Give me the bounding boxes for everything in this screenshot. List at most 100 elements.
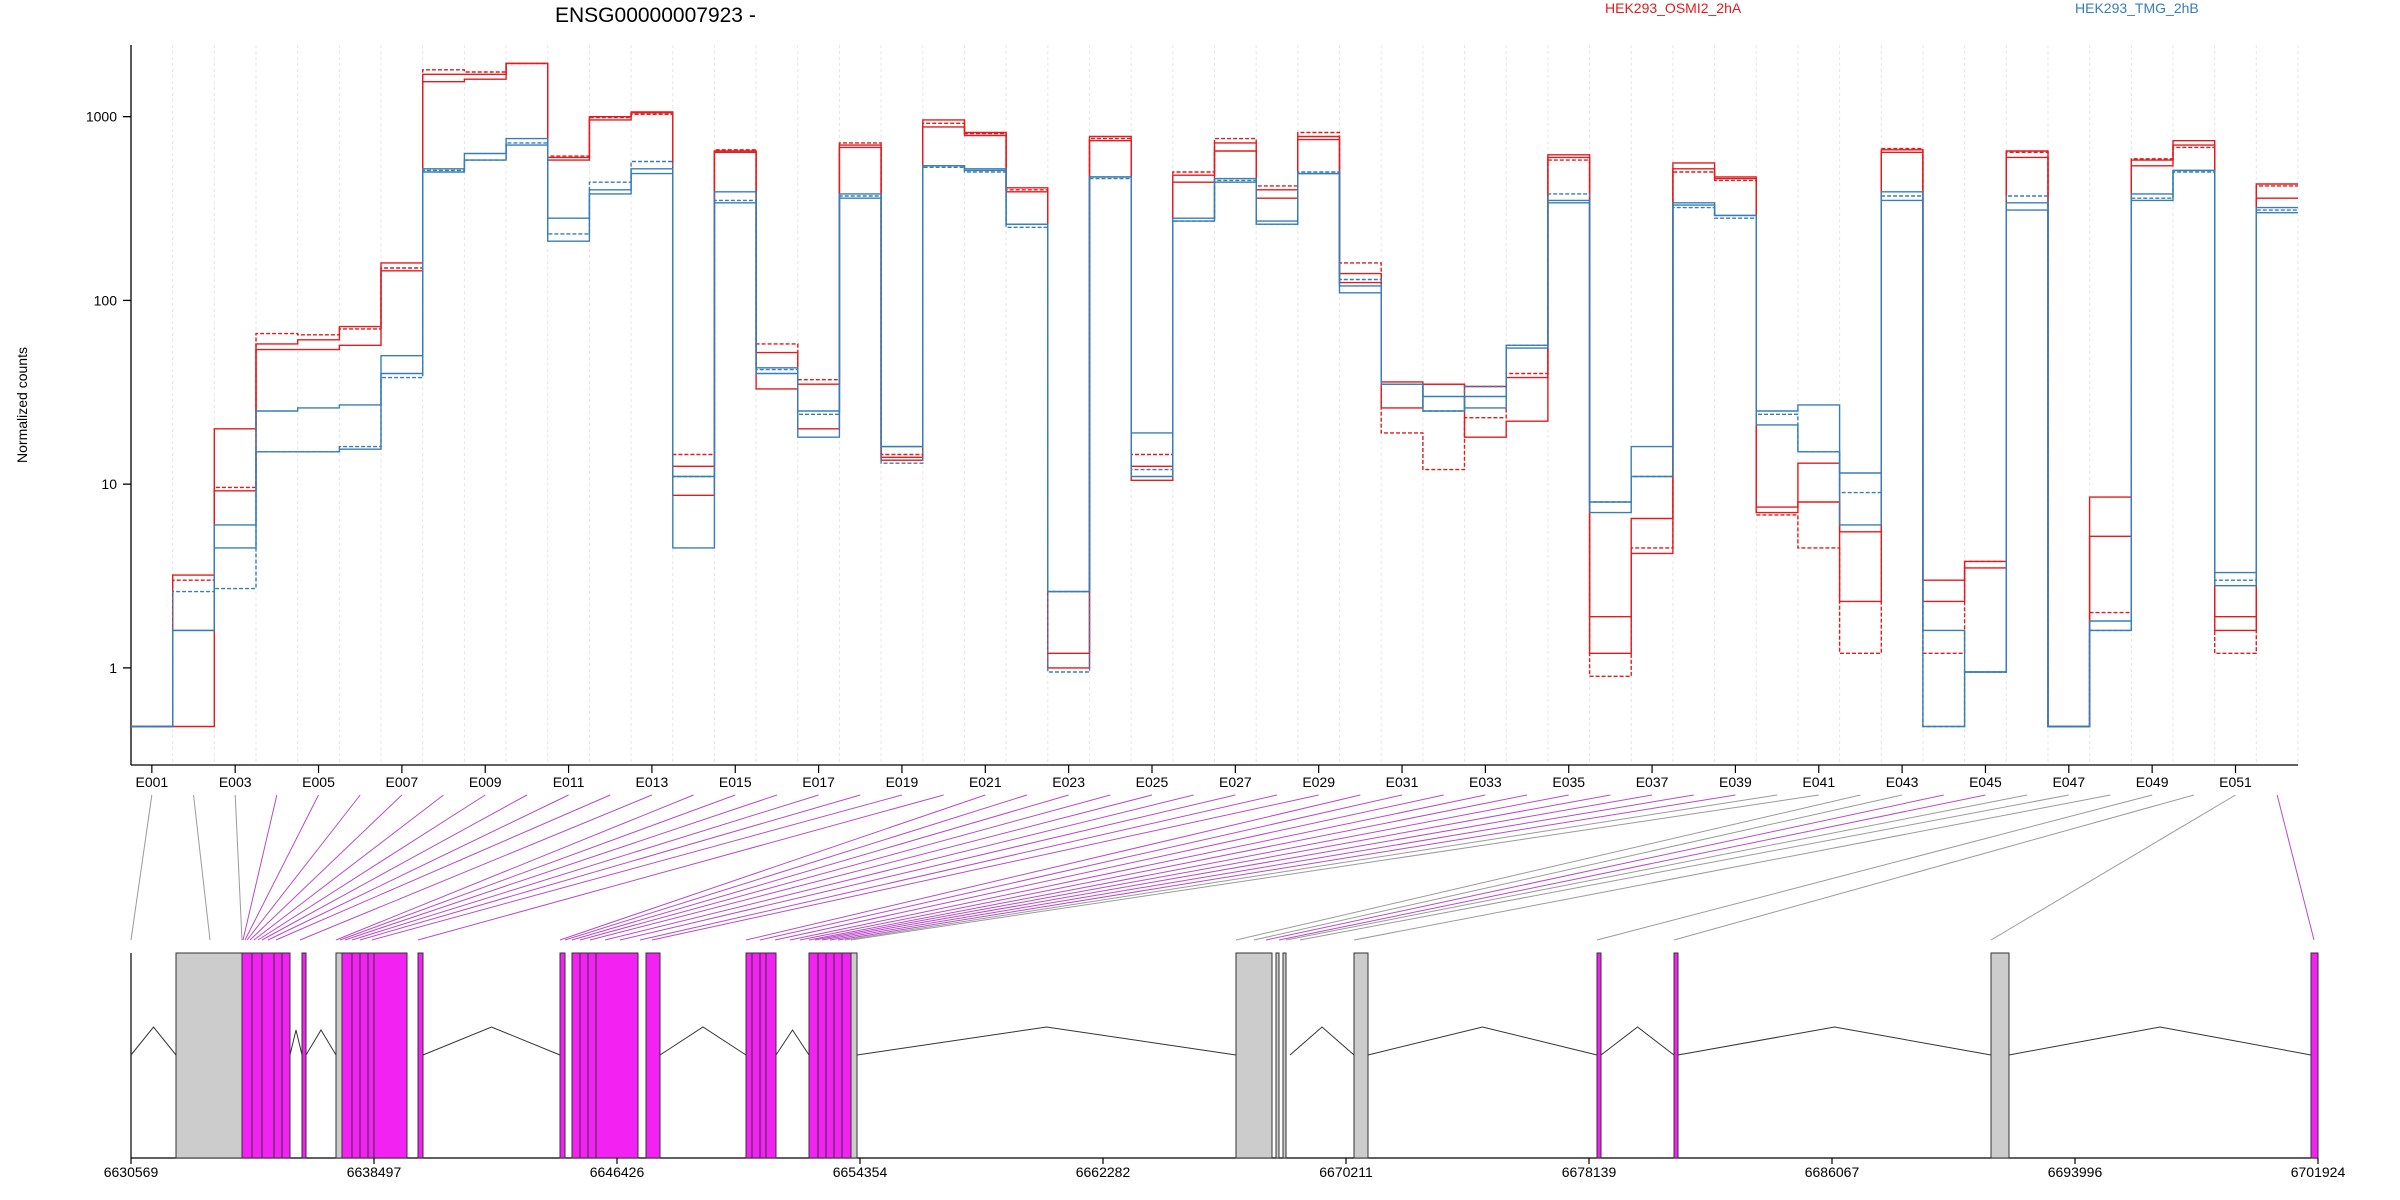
exon-connector [1673, 794, 2194, 941]
exon-connector [335, 794, 694, 941]
x-tick-label: E043 [1886, 774, 1919, 790]
x-tick-label: E023 [1052, 774, 1085, 790]
exon-connector [1990, 794, 2236, 941]
exon-connector [1278, 794, 1986, 941]
exon-connector [799, 794, 1528, 941]
x-tick-label: E045 [1969, 774, 2002, 790]
intron-line [1367, 1026, 1598, 1056]
exon-block [850, 952, 858, 1159]
exon-block [571, 952, 639, 1159]
exon-block [2310, 952, 2319, 1159]
exon-connector [829, 794, 1694, 941]
intron-line [1677, 1026, 1992, 1056]
intron-line [130, 1026, 177, 1056]
x-tick-label: E005 [302, 774, 335, 790]
exon-connector [242, 794, 278, 941]
intron-line [2008, 1026, 2312, 1056]
gene-model [130, 952, 2319, 1159]
x-tick-label: E035 [1552, 774, 1585, 790]
genome-tick-label: 6686067 [1805, 1164, 1860, 1180]
x-tick-label: E033 [1469, 774, 1502, 790]
exon-connector [130, 794, 153, 941]
intron-line [422, 1026, 561, 1056]
exon-connector [351, 794, 819, 941]
exon-connector [604, 794, 1194, 941]
x-tick-label: E019 [886, 774, 919, 790]
count-series [131, 62, 2298, 728]
exon-connector [344, 794, 778, 941]
x-tick-label: E013 [636, 774, 669, 790]
exon-connector [571, 794, 1069, 941]
exon-connector [850, 794, 1819, 941]
exon-connector [814, 794, 1611, 941]
genome-tick-label: 6646426 [590, 1164, 645, 1180]
intron-line [856, 1026, 1237, 1056]
exon-block [745, 952, 777, 1159]
exon-connector [275, 794, 611, 941]
intron-line [1289, 1026, 1355, 1056]
exon-connector [339, 794, 736, 941]
x-tick-label: E029 [1302, 774, 1335, 790]
exon-connector [371, 794, 903, 941]
y-axis-label: Normalized counts [14, 347, 30, 463]
exon-connector [257, 794, 486, 941]
exon-connector [246, 794, 361, 941]
y-tick-label: 1 [109, 660, 117, 676]
x-tick-label: E007 [386, 774, 419, 790]
x-tick-label: E021 [969, 774, 1002, 790]
x-tick-label: E011 [553, 774, 585, 790]
intron-line [289, 1029, 303, 1056]
exon-connector [359, 794, 861, 941]
exon-block [645, 952, 661, 1159]
exon-connector [821, 794, 1653, 941]
exon-connector [579, 794, 1111, 941]
chart-title: ENSG00000007923 - [555, 4, 756, 27]
exon-connector [589, 794, 1153, 941]
x-tick-label: E037 [1636, 774, 1669, 790]
exon-connector [789, 794, 1486, 941]
genome-tick-label: 6654354 [833, 1164, 888, 1180]
x-tick-label: E027 [1219, 774, 1252, 790]
exon-connector [837, 794, 1736, 941]
intron-line [305, 1029, 337, 1056]
exon-connector [234, 794, 243, 941]
exon-block [1235, 952, 1273, 1159]
exon-connector [619, 794, 1236, 941]
exon-block [1596, 952, 1602, 1159]
exon-block [1673, 952, 1679, 1159]
exon-block [1282, 952, 1287, 1159]
x-tick-label: E041 [1802, 774, 1835, 790]
exon-connector [759, 794, 1403, 941]
exon-connector [1235, 794, 1861, 941]
y-tick-label: 100 [94, 292, 118, 308]
exon-connector [244, 794, 319, 941]
exon-connector [639, 794, 1278, 941]
exon-connector [249, 794, 403, 941]
exon-connector [1596, 794, 2153, 941]
exon-connector [651, 794, 1319, 941]
y-tick-label: 10 [101, 476, 117, 492]
x-tick-label: E047 [2052, 774, 2085, 790]
exon-connector [559, 794, 986, 941]
exon-connector [261, 794, 528, 941]
exon-block [1990, 952, 2010, 1159]
genome-tick-label: 6638497 [347, 1164, 402, 1180]
y-tick-label: 1000 [86, 109, 117, 125]
exon-block [559, 952, 566, 1159]
legend-entry-tmg: HEK293_TMG_2hB [2075, 0, 2199, 16]
x-tick-label: E049 [2136, 774, 2169, 790]
exon-connector [808, 794, 1569, 941]
intron-line [775, 1029, 810, 1056]
genome-tick-label: 6662282 [1076, 1164, 1131, 1180]
genome-tick-label: 6670211 [1319, 1164, 1373, 1180]
x-tick-label: E001 [135, 774, 168, 790]
exon-connector [193, 794, 211, 941]
exon-block [301, 952, 307, 1159]
exon-connector [1299, 794, 2069, 941]
genome-tick-label: 6678139 [1562, 1164, 1617, 1180]
exon-connector [267, 794, 569, 941]
exon-connector [564, 794, 1028, 941]
y-axis: 1 10 100 1000 [86, 45, 132, 765]
exon-connector [1253, 794, 1903, 941]
